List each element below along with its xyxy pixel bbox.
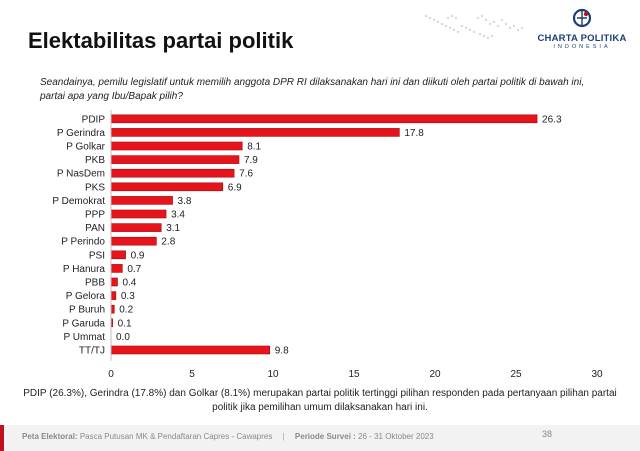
footer-label-bold: Peta Elektoral:	[22, 432, 78, 441]
x-tick-label: 15	[348, 369, 360, 380]
category-label: PPP	[85, 210, 105, 221]
data-label: 0.4	[122, 278, 136, 289]
footer-period-bold: Periode Survei :	[294, 432, 356, 441]
category-label: PSI	[89, 250, 105, 261]
data-label: 6.9	[228, 182, 242, 193]
data-label: 3.8	[178, 196, 192, 207]
bar-chart: PDIP 26.3 P Gerindra 17.8 P Golkar 8.1 PKB 7.9 P…	[52, 110, 603, 380]
category-label: P Gelora	[66, 291, 106, 302]
survey-question: Seandainya, pemilu legislatif untuk memi…	[40, 77, 585, 102]
footer-bar: Peta Elektoral: Pasca Putusan MK & Penda…	[0, 425, 640, 451]
map-decoration-icon	[424, 14, 524, 40]
page-title: Elektabilitas partai politik	[28, 28, 294, 53]
bar	[110, 250, 126, 260]
footer-separator: |	[282, 432, 285, 441]
data-label: 0.2	[119, 305, 133, 316]
data-label: 0.1	[118, 318, 132, 329]
category-label: PBB	[85, 278, 105, 289]
bar	[110, 155, 240, 164]
bar	[110, 223, 162, 232]
data-label: 3.1	[166, 223, 180, 234]
category-label: P Hanura	[63, 264, 106, 275]
data-label: 0.0	[116, 332, 130, 343]
data-label: 0.7	[127, 264, 141, 275]
data-label: 7.6	[239, 169, 253, 180]
bar	[110, 196, 173, 205]
data-label: 0.9	[131, 250, 145, 261]
x-tick-label: 5	[189, 369, 195, 380]
category-label: PKS	[85, 182, 105, 193]
data-label: 7.9	[244, 155, 258, 166]
x-tick-label: 10	[267, 369, 279, 380]
footer-period-text: 26 - 31 Oktober 2023	[358, 432, 434, 441]
logo-brand-text: CHARTA POLITIKA	[537, 33, 627, 44]
logo-sub-text: INDONESIA	[553, 44, 611, 50]
bar	[110, 236, 157, 246]
category-label: P Gerindra	[57, 128, 106, 139]
category-label: PAN	[85, 223, 105, 234]
data-label: 9.8	[275, 346, 289, 357]
category-label: P Ummat	[64, 332, 106, 343]
bar	[110, 182, 224, 192]
data-label: 2.8	[161, 237, 175, 248]
data-label: 3.4	[171, 210, 185, 221]
bar	[110, 345, 271, 355]
category-label: PDIP	[82, 114, 106, 125]
bar	[110, 114, 538, 124]
category-label: P Demokrat	[52, 196, 105, 207]
category-label: P NasDem	[57, 169, 105, 180]
page-number: 38	[541, 429, 552, 439]
bar	[110, 128, 400, 137]
bar	[110, 277, 118, 287]
data-label: 8.1	[247, 142, 261, 153]
bar	[110, 168, 235, 178]
brand-logo: CHARTA POLITIKA INDONESIA	[532, 8, 632, 51]
bar	[110, 264, 123, 273]
data-label: 17.8	[404, 128, 424, 139]
chart-caption: PDIP (26.3%), Gerindra (17.8%) dan Golka…	[23, 388, 617, 413]
bar	[110, 209, 167, 219]
x-tick-label: 0	[108, 369, 114, 380]
category-label: P Garuda	[62, 318, 105, 329]
x-tick-label: 30	[591, 369, 603, 380]
category-label: TT/TJ	[79, 346, 105, 357]
bar	[110, 141, 243, 151]
x-tick-label: 20	[429, 369, 441, 380]
category-label: P Perindo	[61, 237, 105, 248]
data-label: 26.3	[542, 114, 562, 125]
footer-accent	[0, 425, 4, 451]
category-label: P Golkar	[66, 142, 105, 153]
bar	[110, 291, 117, 300]
x-tick-label: 25	[510, 369, 522, 380]
globe-logo-icon	[572, 8, 592, 28]
category-label: P Buruh	[69, 305, 105, 316]
category-label: PKB	[85, 155, 105, 166]
data-label: 0.3	[121, 291, 135, 302]
footer-text: Peta Elektoral: Pasca Putusan MK & Penda…	[22, 432, 434, 441]
footer-label-text: Pasca Putusan MK & Pendaftaran Capres - …	[79, 432, 273, 441]
